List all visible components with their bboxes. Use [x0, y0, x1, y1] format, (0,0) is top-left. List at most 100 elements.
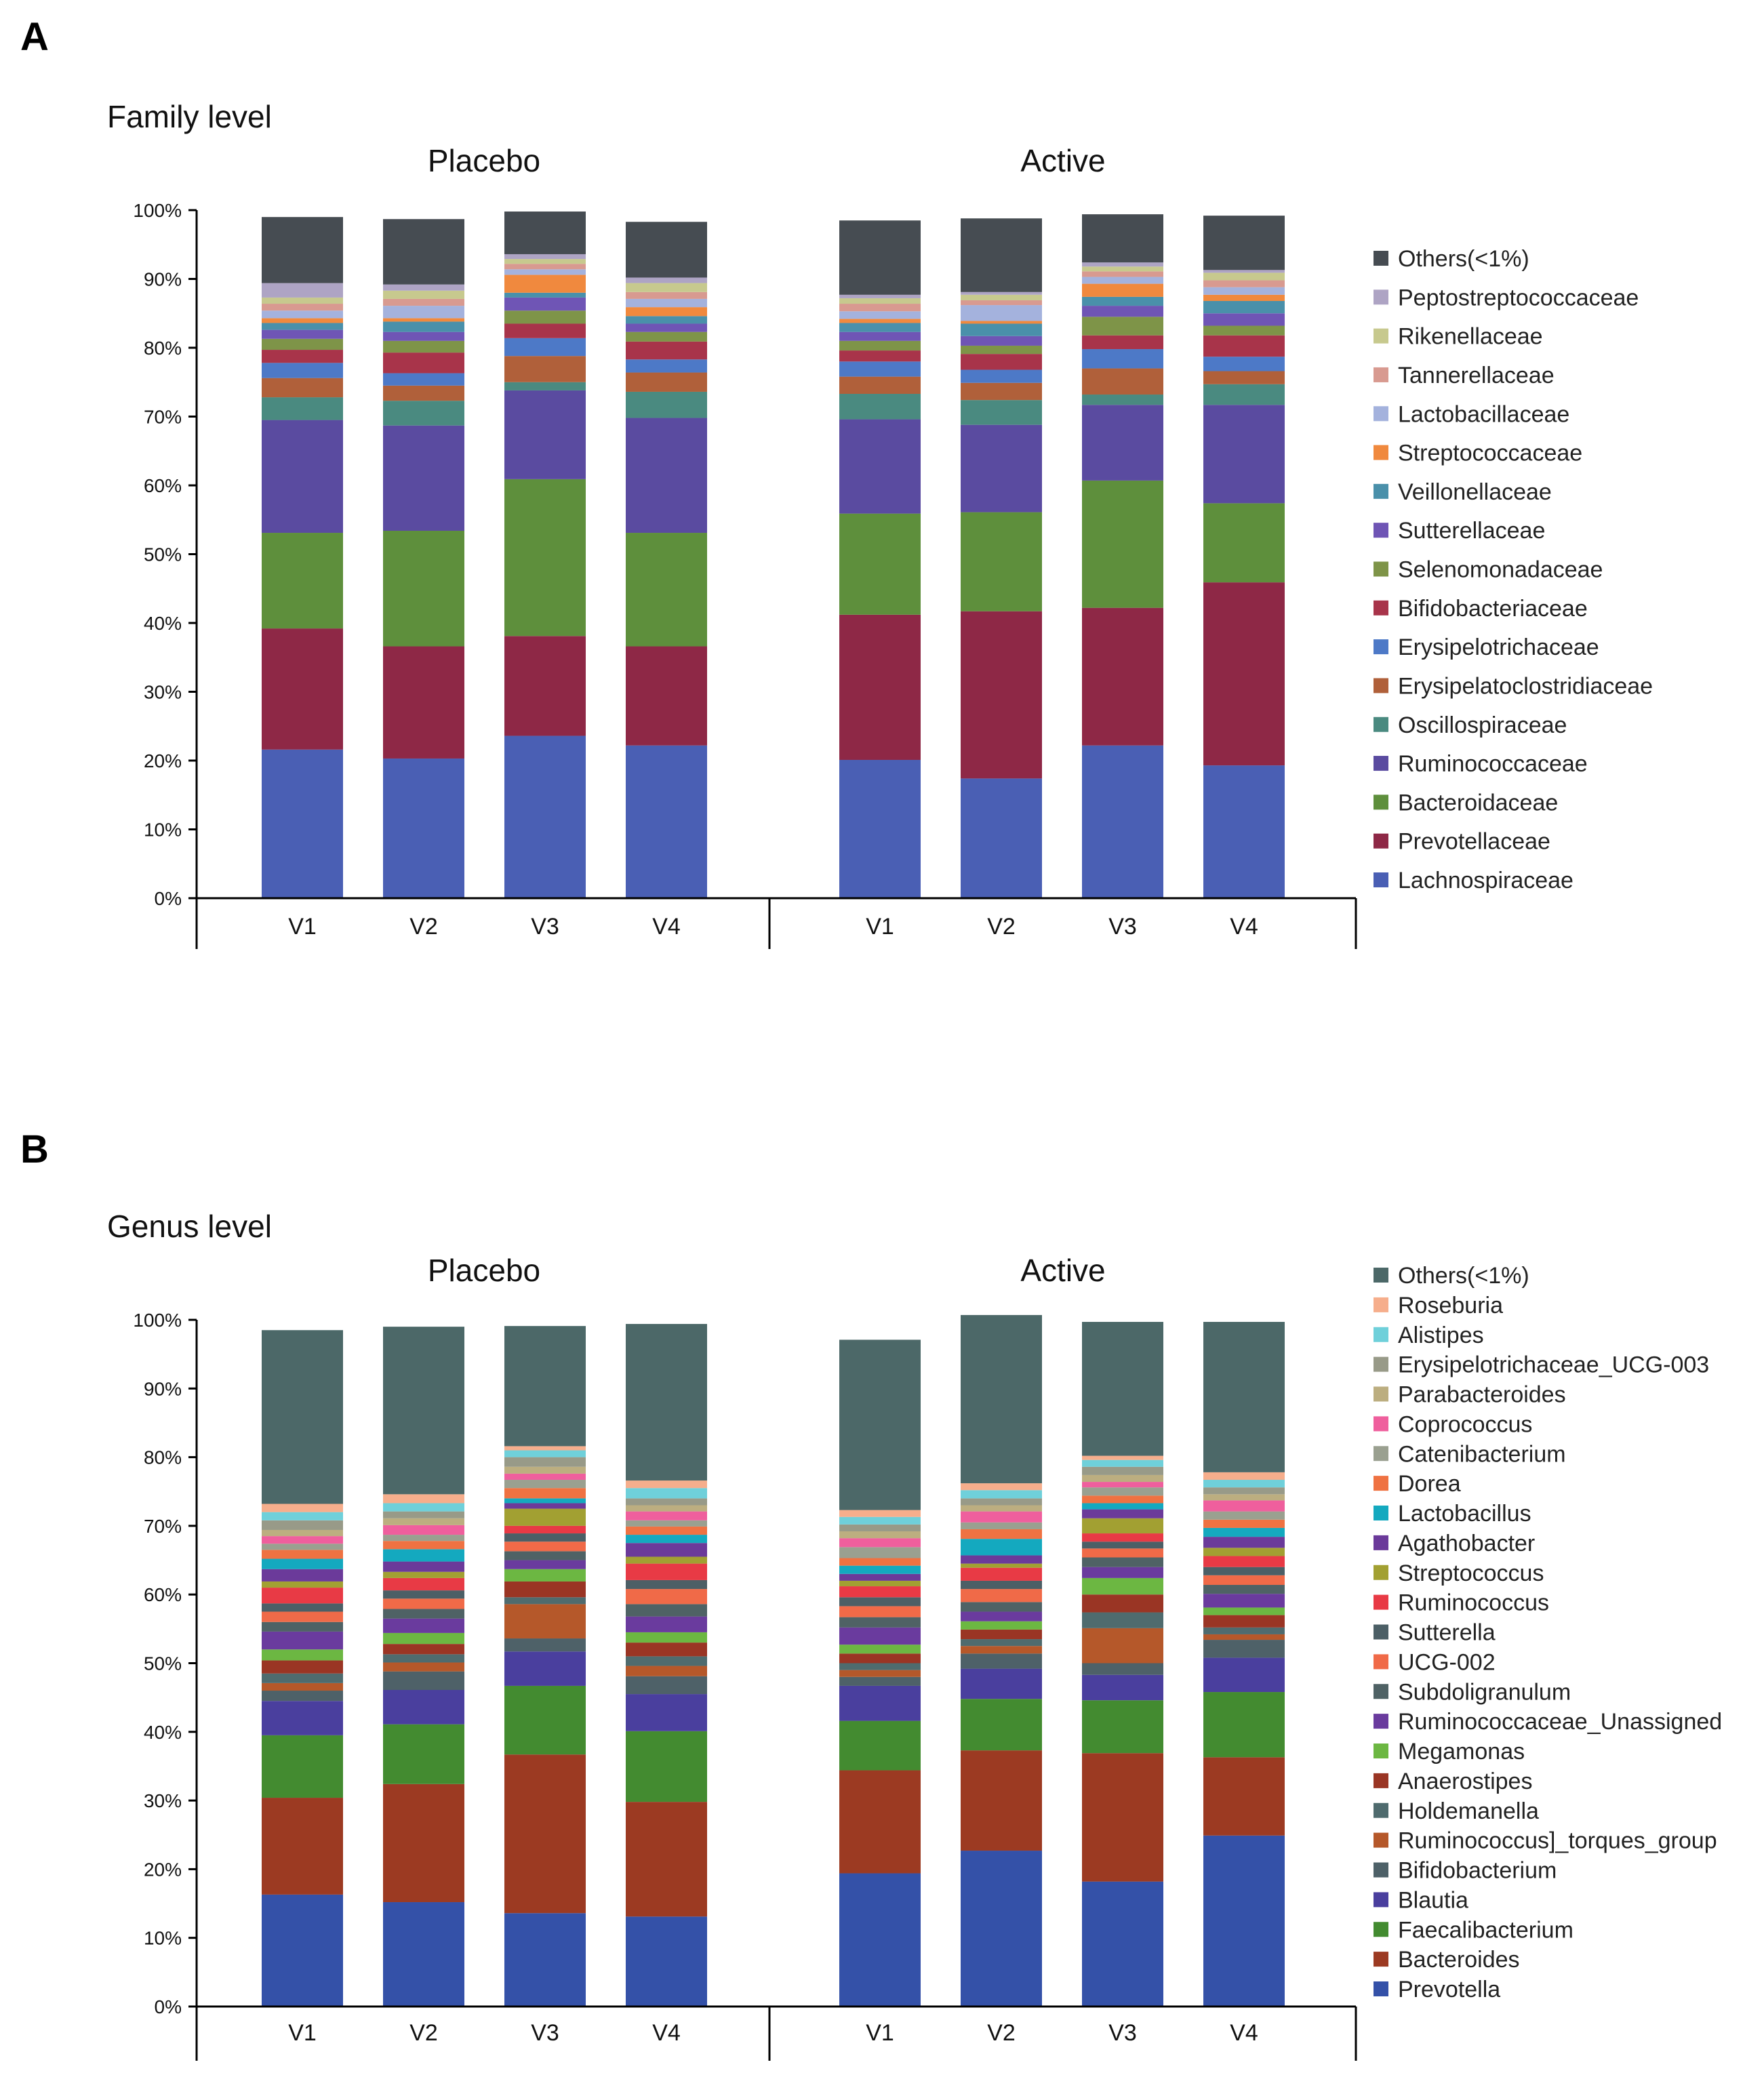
- bar-segment: [626, 1579, 707, 1590]
- bar-segment: [961, 1580, 1042, 1590]
- y-tick-label: 30%: [144, 1790, 182, 1811]
- bar-segment: [839, 311, 921, 319]
- bar-segment: [961, 218, 1042, 292]
- legend-label: Blautia: [1398, 1887, 1468, 1913]
- bar-segment: [262, 1504, 343, 1512]
- group-title-active: Active: [1020, 1253, 1105, 1288]
- bar-segment: [504, 356, 586, 382]
- bar-segment: [626, 1589, 707, 1605]
- bar-segment: [626, 1543, 707, 1557]
- legend-swatch: [1374, 561, 1388, 577]
- bar-segment: [839, 1580, 921, 1587]
- bar-segment: [961, 1639, 1042, 1647]
- bar-segment: [1082, 1503, 1163, 1510]
- bar-segment: [839, 1617, 921, 1628]
- bar-segment: [504, 1685, 586, 1755]
- legend-swatch: [1374, 1981, 1388, 1996]
- bar-segment: [839, 1653, 921, 1664]
- bar-segment: [504, 1466, 586, 1474]
- bar-segment: [1203, 1607, 1285, 1615]
- bar-segment: [1203, 357, 1285, 371]
- bar-segment: [383, 1518, 464, 1525]
- bar-segment: [626, 222, 707, 278]
- legend-item: Roseburia: [1374, 1293, 1503, 1318]
- bar-segment: [626, 1616, 707, 1632]
- bar-segment: [961, 291, 1042, 295]
- stacked-bar: [383, 1327, 464, 2007]
- bar-segment: [1082, 1700, 1163, 1754]
- bar-segment: [1082, 296, 1163, 306]
- bar-segment: [262, 1330, 343, 1504]
- bar-segment: [961, 1567, 1042, 1581]
- bar-segment: [839, 350, 921, 362]
- bar-segment: [504, 259, 586, 264]
- bar-segment: [383, 290, 464, 299]
- bar-segment: [839, 614, 921, 760]
- legend-swatch: [1374, 1356, 1388, 1372]
- bar-segment: [839, 323, 921, 332]
- legend-swatch: [1374, 289, 1388, 305]
- bar-segment: [1203, 273, 1285, 281]
- x-category-label: V4: [652, 2020, 681, 2046]
- x-category-label: V4: [1230, 914, 1258, 940]
- y-tick-label: 50%: [144, 544, 182, 565]
- bar-segment: [961, 1522, 1042, 1529]
- legend-swatch: [1374, 445, 1388, 460]
- legend-item: Ruminococcus: [1374, 1590, 1549, 1616]
- legend-swatch: [1374, 1386, 1388, 1402]
- bar-segment: [504, 1651, 586, 1686]
- legend-item: Faecalibacterium: [1374, 1917, 1573, 1943]
- bar-segment: [961, 424, 1042, 512]
- bar-segment: [383, 1609, 464, 1619]
- legend-label: Parabacteroides: [1398, 1382, 1566, 1408]
- bar-segment: [383, 1662, 464, 1672]
- x-category-label: V2: [409, 2020, 438, 2046]
- x-category-label: V3: [1108, 2020, 1137, 2046]
- legend-item: Others(<1%): [1374, 1263, 1529, 1289]
- bar-segment: [504, 1473, 586, 1480]
- bar-segment: [839, 1558, 921, 1566]
- bar-segment: [626, 291, 707, 299]
- bar-segment: [626, 1632, 707, 1643]
- bar-segment: [1082, 607, 1163, 746]
- legend-item: Anaerostipes: [1374, 1769, 1532, 1794]
- bar-segment: [262, 1520, 343, 1530]
- legend-label: Coprococcus: [1398, 1411, 1532, 1437]
- legend-item: Streptococcus: [1374, 1560, 1544, 1586]
- bar-segment: [383, 298, 464, 306]
- bar-segment: [1203, 325, 1285, 336]
- bar-segment: [626, 307, 707, 317]
- bar-segment: [262, 1673, 343, 1683]
- bar-segment: [383, 1511, 464, 1518]
- legend-label: Anaerostipes: [1398, 1769, 1532, 1794]
- bar-segment: [504, 390, 586, 479]
- legend-item: Bacteroidaceae: [1374, 790, 1558, 815]
- bar-segment: [383, 331, 464, 341]
- bar-segment: [383, 1503, 464, 1512]
- bar-segment: [1203, 1634, 1285, 1640]
- bar-segment: [839, 1586, 921, 1598]
- legend-label: Peptostreptococcaceae: [1398, 285, 1639, 310]
- legend-label: Dorea: [1398, 1471, 1461, 1497]
- bar-segment: [626, 341, 707, 360]
- bar-segment: [839, 1676, 921, 1686]
- bar-segment: [839, 1670, 921, 1677]
- bar-segment: [262, 297, 343, 304]
- bar-segment: [383, 352, 464, 374]
- x-category-label: V2: [987, 2020, 1016, 2046]
- bar-segment: [504, 254, 586, 260]
- legend-label: Ruminococcus: [1398, 1590, 1549, 1616]
- legend-item: Subdoligranulum: [1374, 1679, 1571, 1705]
- bar-segment: [839, 298, 921, 304]
- legend-item: Lactobacillus: [1374, 1501, 1531, 1527]
- bar-segment: [504, 1457, 586, 1467]
- legend-label: Megamonas: [1398, 1739, 1525, 1765]
- bar-segment: [383, 758, 464, 898]
- bar-segment: [961, 1539, 1042, 1556]
- legend-item: Prevotella: [1374, 1977, 1500, 2002]
- bar-segment: [262, 283, 343, 298]
- legend-swatch: [1374, 1624, 1388, 1640]
- bar-segment: [626, 1520, 707, 1527]
- bar-segment: [1203, 1537, 1285, 1548]
- bar-segment: [504, 269, 586, 275]
